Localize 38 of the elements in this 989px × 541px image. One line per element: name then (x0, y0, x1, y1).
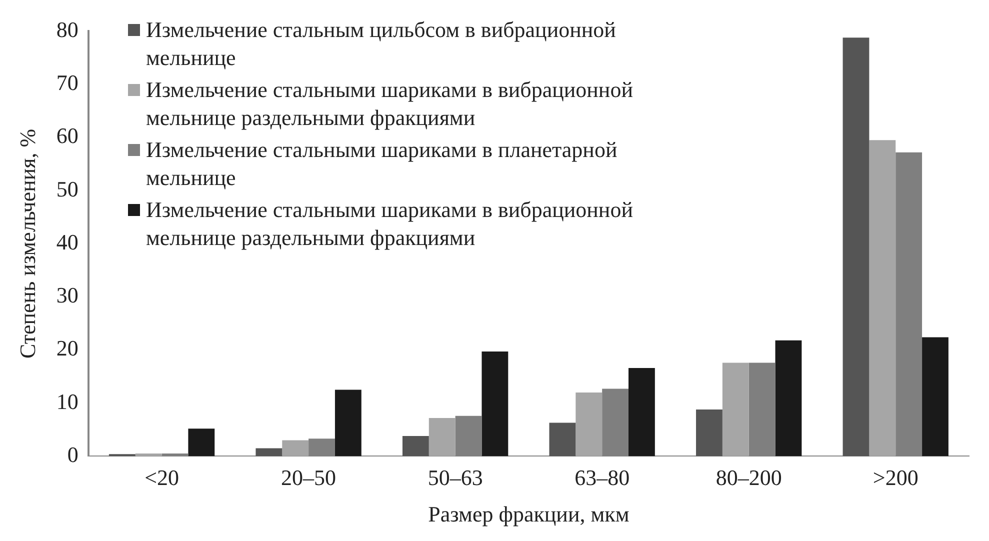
x-tick-label: >200 (872, 465, 918, 490)
bar (549, 422, 576, 456)
bar (869, 140, 896, 456)
bar (775, 340, 802, 456)
y-tick-label: 60 (56, 123, 78, 148)
y-tick-label: 0 (67, 442, 78, 467)
x-tick-label: 63–80 (574, 465, 630, 490)
bar (282, 440, 309, 456)
legend-label: Измельчение стальными шариками в вибрационной мельнице раздельными фракциями (146, 76, 634, 132)
bar (482, 352, 508, 456)
y-tick-label: 70 (56, 70, 78, 96)
y-tick-label: 20 (56, 336, 78, 361)
bar (256, 448, 282, 456)
y-tick-label: 30 (56, 282, 78, 308)
legend-label: Измельчение стальным цильбсом в вибрационной мельнице (146, 16, 617, 72)
bar (334, 390, 362, 456)
legend-label: Измельчение стальными шариками в вибрационной мельнице раздельными фракциями (146, 196, 634, 252)
legend-label: Измельчение стальными шариками в планетарной мельнице (146, 136, 618, 192)
y-tick-label: 80 (56, 16, 78, 42)
bar (428, 418, 456, 456)
y-tick-label: 40 (56, 229, 78, 254)
x-tick-label: 20–50 (281, 465, 336, 490)
bar (922, 337, 948, 456)
x-tick-label: <20 (144, 465, 179, 490)
bar (402, 436, 429, 456)
bar (722, 362, 749, 456)
bar (188, 428, 215, 456)
y-tick-label: 10 (56, 388, 78, 414)
y-tick-label: 50 (56, 176, 78, 202)
y-axis-title: Степень измельчения, % (14, 128, 40, 359)
bar (576, 392, 602, 456)
bar (628, 368, 655, 456)
bar (696, 409, 722, 456)
x-tick-label: 80–200 (716, 465, 782, 490)
x-tick-label: 50–63 (428, 465, 483, 490)
bar (135, 454, 162, 456)
x-axis-title: Размер фракции, мкм (428, 502, 630, 527)
bar (842, 38, 870, 456)
